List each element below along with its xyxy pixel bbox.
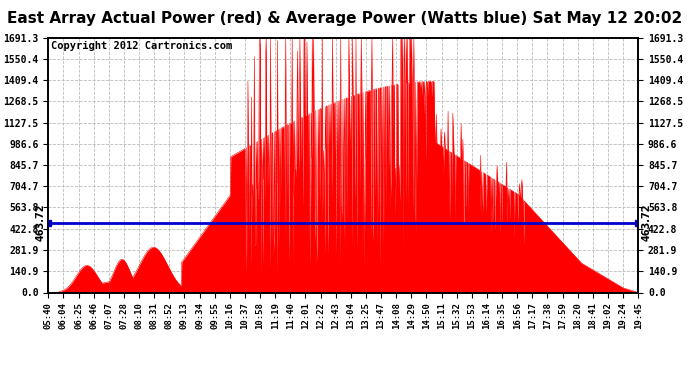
Text: East Array Actual Power (red) & Average Power (Watts blue) Sat May 12 20:02: East Array Actual Power (red) & Average …	[8, 11, 682, 26]
Text: 463.72: 463.72	[35, 204, 46, 242]
Text: 463.72: 463.72	[641, 204, 651, 242]
Text: Copyright 2012 Cartronics.com: Copyright 2012 Cartronics.com	[51, 41, 233, 51]
